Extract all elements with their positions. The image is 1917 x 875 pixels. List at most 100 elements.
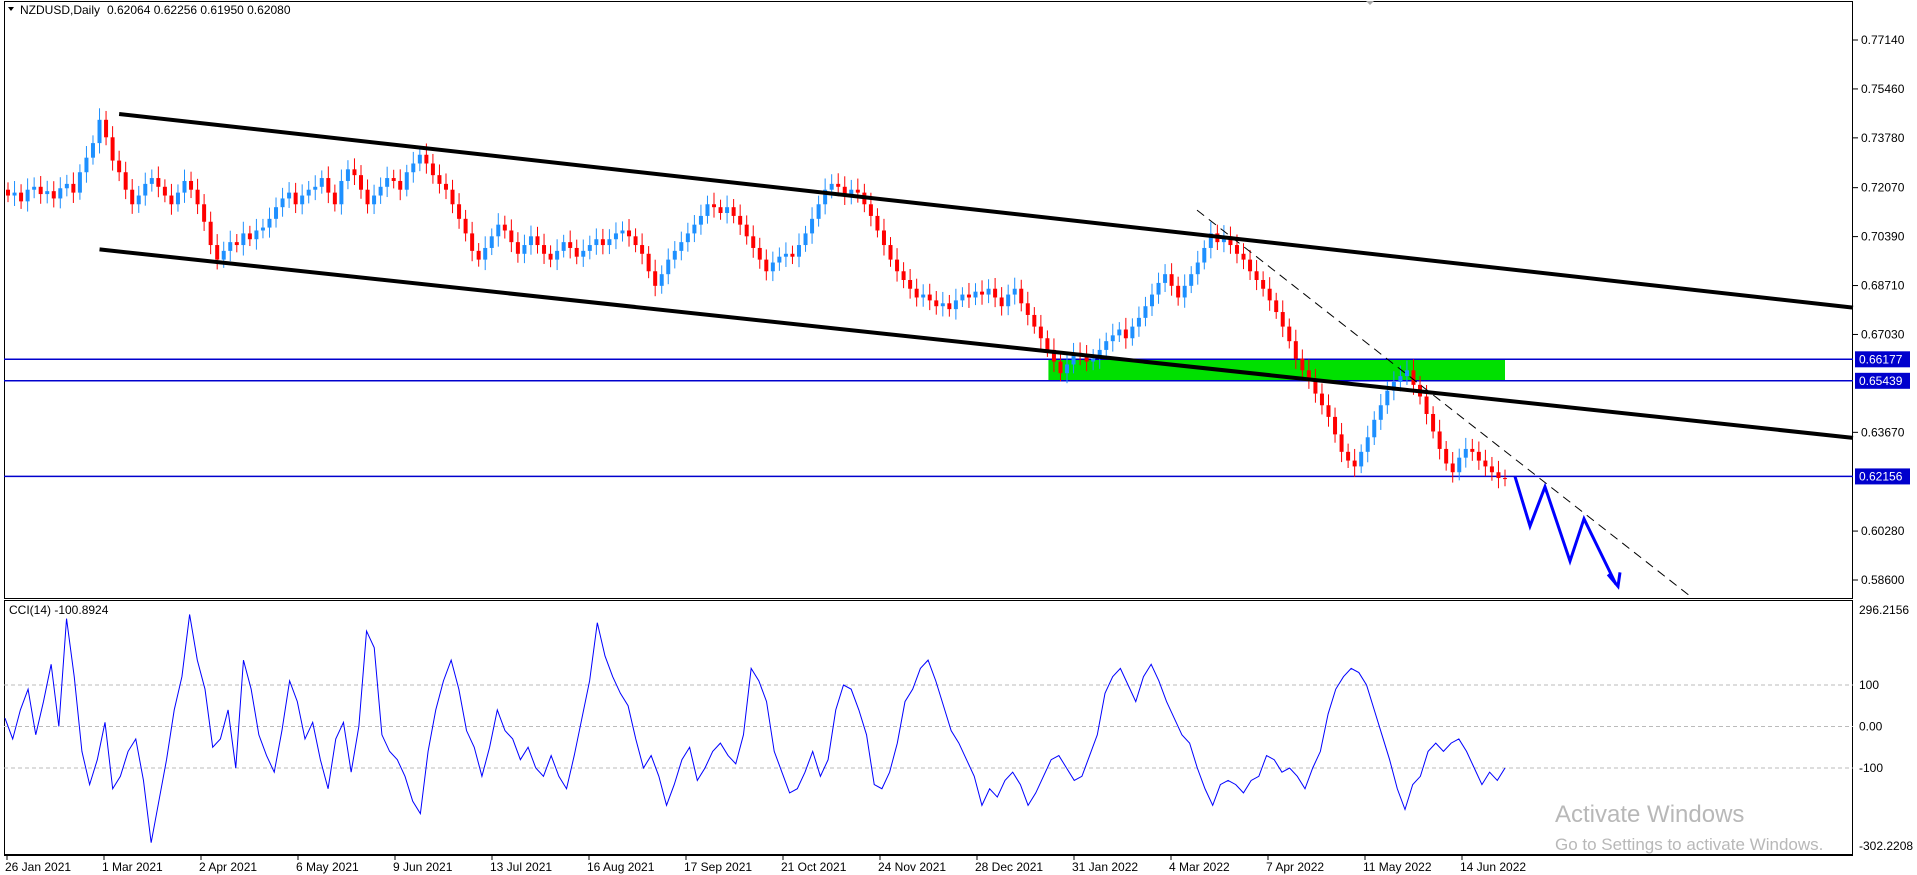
candle-body — [790, 253, 795, 257]
candle-body — [175, 192, 180, 205]
y-tick-label: 0.60280 — [1861, 524, 1905, 538]
candle-body — [1097, 349, 1102, 359]
candle-body — [1267, 288, 1272, 301]
candle-body — [561, 242, 566, 251]
candle-body — [1483, 460, 1488, 467]
candle-body — [359, 175, 364, 190]
cci-tick-label: -100 — [1859, 761, 1883, 775]
candle-body — [313, 186, 318, 190]
candle-body — [1241, 253, 1246, 260]
cci-line — [4, 614, 1506, 843]
candle-body — [326, 178, 331, 193]
candle-body — [1065, 364, 1070, 374]
candle-body — [855, 189, 860, 193]
candle-body — [143, 183, 148, 196]
candle-body — [685, 233, 690, 243]
candle-body — [398, 180, 403, 190]
candle-body — [1300, 358, 1305, 371]
candle-body — [1391, 381, 1396, 391]
projection-path — [1513, 476, 1622, 590]
candle-body — [1333, 416, 1338, 435]
candle-body — [1293, 341, 1298, 359]
candle-body — [1457, 457, 1462, 473]
candle-body — [646, 253, 651, 272]
candle-body — [1319, 393, 1324, 406]
candle-body — [502, 224, 507, 231]
candle-body — [1123, 329, 1128, 339]
level-price-tag — [1855, 351, 1910, 368]
channel-upper-line[interactable] — [118, 111, 1854, 310]
projection-path-line — [1513, 476, 1618, 586]
x-tick-label: 11 May 2022 — [1363, 860, 1432, 874]
level-price-text: 0.66177 — [1859, 352, 1903, 366]
candle-body — [1306, 370, 1311, 380]
x-tick-label: 9 Jun 2021 — [393, 860, 453, 874]
candle-body — [966, 294, 971, 298]
time-axis: 26 Jan 2021 1 Mar 2021 2 Apr 2021 6 May 202… — [5, 855, 1526, 874]
candle-body — [600, 239, 605, 246]
candle-body — [90, 143, 95, 158]
candle-body — [234, 242, 239, 246]
candle-body — [25, 189, 30, 202]
candle-body — [1136, 317, 1141, 327]
candle-body — [810, 218, 815, 234]
candle-body — [548, 253, 553, 260]
candle-body — [254, 230, 259, 240]
channel-lower-line[interactable] — [99, 247, 1854, 440]
candle-body — [1189, 274, 1194, 286]
candle-body — [770, 262, 775, 272]
candle-body — [260, 227, 265, 231]
candle-body — [345, 169, 350, 181]
candle-body — [287, 192, 292, 199]
x-tick-label: 7 Apr 2022 — [1266, 860, 1324, 874]
level-price-text: 0.62156 — [1859, 469, 1903, 483]
candle-body — [692, 224, 697, 234]
candle-body — [221, 250, 226, 260]
candle-body — [875, 215, 880, 231]
menu-triangle-icon[interactable] — [8, 7, 14, 11]
x-tick-label: 6 May 2021 — [296, 860, 359, 874]
candle-body — [803, 233, 808, 246]
level-price-tag — [1855, 468, 1910, 485]
y-tick-label: 0.75460 — [1861, 82, 1905, 96]
cci-label: CCI(14) -100.8924 — [9, 603, 109, 617]
candle-body — [960, 294, 965, 301]
candle-body — [829, 183, 834, 190]
candle-body — [542, 245, 547, 254]
candle-body — [339, 180, 344, 205]
candle-body — [1051, 349, 1056, 362]
candle-body — [195, 189, 200, 205]
candle-body — [1104, 341, 1109, 350]
candle-body — [45, 191, 50, 195]
candle-body — [679, 242, 684, 251]
candle-body — [1326, 405, 1331, 417]
candle-body — [725, 207, 730, 214]
candle-body — [411, 163, 416, 173]
candle-body — [940, 303, 945, 307]
scroll-marker-icon[interactable] — [1366, 1, 1374, 5]
candle-body — [104, 119, 109, 138]
candle-body — [1012, 288, 1017, 295]
candle-body — [744, 224, 749, 237]
candle-body — [1496, 472, 1501, 479]
candle-body — [378, 186, 383, 196]
candle-body — [1274, 300, 1279, 313]
candle-body — [443, 183, 448, 190]
candle-body — [489, 236, 494, 248]
candle-body — [718, 207, 723, 214]
candle-body — [1163, 274, 1168, 283]
candle-body — [1248, 259, 1253, 272]
candle-body — [868, 204, 873, 216]
trend-lines — [99, 111, 1854, 597]
candle-body — [1110, 335, 1115, 342]
candle-body — [633, 236, 638, 246]
candle-body — [215, 245, 220, 260]
candle-body — [1228, 236, 1233, 246]
x-tick-label: 1 Mar 2021 — [102, 860, 163, 874]
candle-body — [32, 186, 37, 190]
candle-body — [574, 247, 579, 257]
x-tick-label: 17 Sep 2021 — [684, 860, 752, 874]
candle-body — [881, 230, 886, 246]
candle-body — [470, 233, 475, 251]
